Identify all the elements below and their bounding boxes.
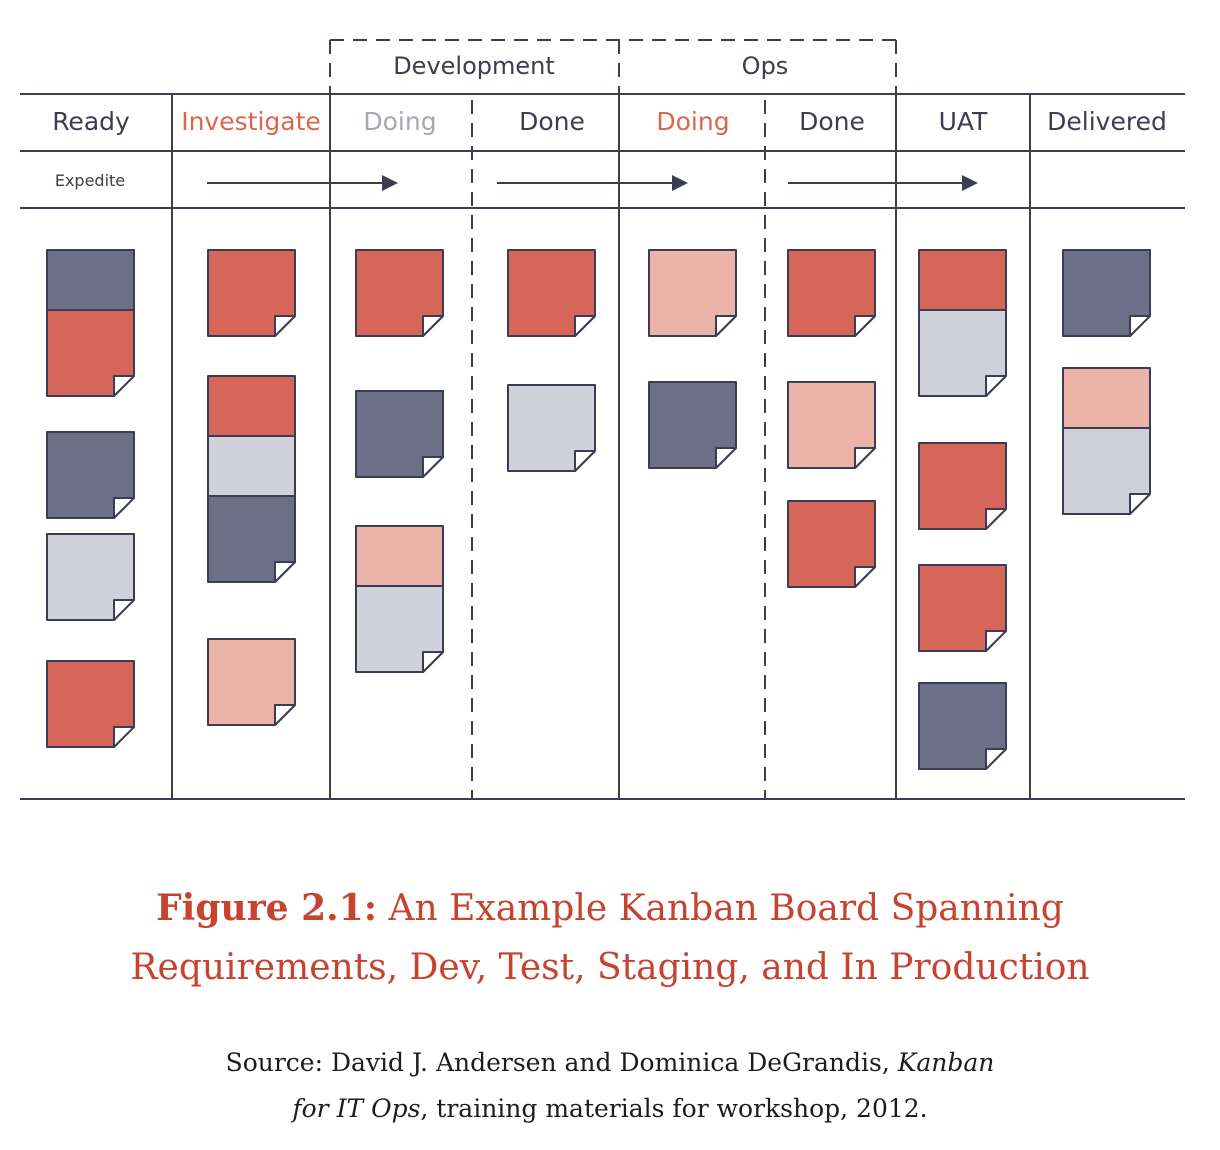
card-fold-corner <box>715 315 737 337</box>
card-fold-corner <box>274 315 296 337</box>
source-text: Source: David J. Andersen and Dominica D… <box>225 1048 898 1077</box>
card-fold-corner <box>985 375 1007 397</box>
figure-caption-line-2: Requirements, Dev, Test, Staging, and In… <box>130 947 1090 988</box>
card-fold-corner <box>574 450 596 472</box>
card-fold-corner <box>113 599 135 621</box>
expedite-arrow-3 <box>788 175 978 191</box>
card-fold-corner <box>274 561 296 583</box>
figure-label: Figure 2.1: <box>156 887 378 929</box>
card-fold-corner <box>422 456 444 478</box>
column-header-ops-done: Done <box>799 107 865 136</box>
card-fold-corner <box>985 630 1007 652</box>
source-citation-line-2: for IT Ops, training materials for works… <box>0 1086 1220 1132</box>
card-fold-corner <box>113 375 135 397</box>
group-label-ops: Ops <box>742 52 789 80</box>
card-fold-corner <box>113 726 135 748</box>
column-header-investigate: Investigate <box>181 107 321 136</box>
column-header-uat: UAT <box>939 107 988 136</box>
column-header-ready: Ready <box>52 107 130 136</box>
figure-caption-line-1: An Example Kanban Board Spanning <box>388 888 1064 929</box>
card-fold-corner <box>854 566 876 588</box>
card-fold-corner <box>422 651 444 673</box>
board-cards <box>46 249 1151 770</box>
card-fold-corner <box>854 447 876 469</box>
expedite-lane-label: Expedite <box>55 171 125 190</box>
card-fold-corner <box>274 704 296 726</box>
card-fold-corner <box>113 497 135 519</box>
card-fold-corner <box>854 315 876 337</box>
column-header-development-done: Done <box>519 107 585 136</box>
card-fold-corner <box>985 508 1007 530</box>
source-title-part-1: Kanban <box>897 1048 995 1077</box>
kanban-board-diagram: Development Ops Ready Investigate Doing … <box>20 39 1185 800</box>
card-fold-corner <box>574 315 596 337</box>
source-title-part-2: for IT Ops <box>292 1094 421 1123</box>
card-fold-corner <box>1129 493 1151 515</box>
card-fold-corner <box>1129 315 1151 337</box>
source-details: , training materials for workshop, 2012. <box>420 1094 928 1123</box>
board-grid-lines <box>20 39 1185 800</box>
source-citation-line-1: Source: David J. Andersen and Dominica D… <box>0 1040 1220 1086</box>
expedite-arrow-2 <box>497 175 688 191</box>
column-header-ops-doing: Doing <box>656 107 729 136</box>
figure-caption: Figure 2.1: An Example Kanban Board Span… <box>0 878 1220 939</box>
group-label-development: Development <box>393 52 555 80</box>
card-fold-corner <box>715 447 737 469</box>
column-header-development-doing: Doing <box>363 107 436 136</box>
expedite-arrow-1 <box>207 175 398 191</box>
card-fold-corner <box>422 315 444 337</box>
column-header-delivered: Delivered <box>1047 107 1167 136</box>
card-fold-corner <box>985 748 1007 770</box>
